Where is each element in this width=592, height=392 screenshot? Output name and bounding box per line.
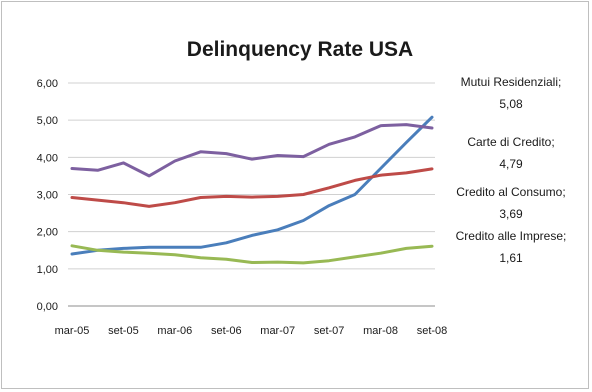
x-tick-label: mar-05 <box>55 325 90 337</box>
y-tick-label: 0,00 <box>37 301 58 313</box>
y-tick-label: 6,00 <box>37 78 58 90</box>
series-name-label: Carte di Credito; <box>467 135 554 149</box>
series-value-label: 4,79 <box>499 157 523 171</box>
series-value-label: 1,61 <box>499 251 523 265</box>
series-line <box>70 123 434 178</box>
series-name-label: Mutui Residenziali; <box>461 75 562 89</box>
x-tick-label: set-06 <box>211 325 242 337</box>
series-name-label: Credito al Consumo; <box>456 185 565 199</box>
x-tick-label: set-07 <box>314 325 345 337</box>
x-tick-label: set-08 <box>417 325 448 337</box>
series-labels: Mutui Residenziali; 5,08 Carte di Credito;… <box>456 75 567 265</box>
x-tick-label: set-05 <box>108 325 139 337</box>
x-tick-label: mar-07 <box>260 325 295 337</box>
y-tick-label: 2,00 <box>37 227 58 239</box>
series-value-label: 5,08 <box>499 97 523 111</box>
series-name-label: Credito alle Imprese; <box>456 229 567 243</box>
x-tick-label: mar-08 <box>363 325 398 337</box>
y-tick-label: 5,00 <box>37 115 58 127</box>
series-lines <box>70 115 434 265</box>
series-line <box>70 115 434 256</box>
series-line <box>70 244 434 265</box>
chart-title: Delinquency Rate USA <box>187 38 413 61</box>
x-axis-ticks: mar-05 set-05 mar-06 set-06 mar-07 set-07 mar-… <box>55 325 448 337</box>
series-line <box>70 167 434 208</box>
y-tick-label: 4,00 <box>37 152 58 164</box>
y-tick-label: 3,00 <box>37 190 58 202</box>
grid-lines <box>68 82 435 307</box>
x-tick-label: mar-06 <box>157 325 192 337</box>
series-value-label: 3,69 <box>499 207 523 221</box>
y-tick-label: 1,00 <box>37 264 58 276</box>
y-axis-ticks: 0,00 1,00 2,00 3,00 4,00 5,00 6,00 <box>37 78 58 313</box>
